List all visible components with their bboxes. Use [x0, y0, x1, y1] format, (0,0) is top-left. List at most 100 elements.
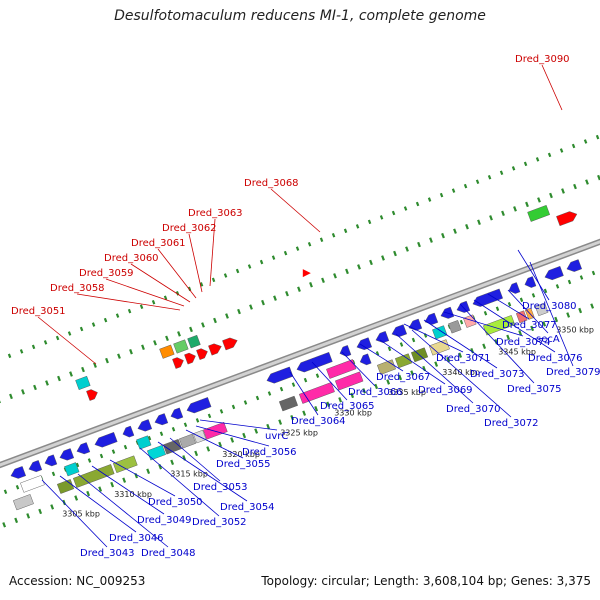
gene-feature[interactable]	[136, 435, 152, 450]
gene-feature[interactable]	[222, 336, 239, 351]
gene-feature[interactable]	[208, 342, 223, 356]
gene-feature[interactable]	[265, 366, 294, 385]
gene-feature[interactable]	[75, 442, 91, 456]
strand-dot	[285, 290, 289, 297]
strand-dot	[69, 371, 73, 377]
gene-feature[interactable]	[407, 318, 423, 333]
gene-feature[interactable]	[334, 371, 364, 391]
gene-feature[interactable]	[439, 306, 455, 321]
strand-dot	[403, 206, 408, 211]
leader-line	[529, 261, 574, 367]
strand-dot	[129, 348, 133, 355]
gene-feature[interactable]	[58, 448, 75, 462]
strand-dot	[381, 255, 385, 261]
leader-line	[209, 218, 216, 287]
gene-feature[interactable]	[298, 382, 335, 404]
gene-feature[interactable]	[196, 347, 209, 360]
gene-feature[interactable]	[202, 422, 228, 440]
strand-dot	[243, 400, 248, 405]
gene-feature[interactable]	[295, 352, 333, 374]
gene-feature[interactable]	[338, 345, 352, 358]
gene-feature[interactable]	[93, 432, 118, 449]
gene-feature[interactable]	[326, 359, 357, 379]
genome-backbone	[0, 238, 600, 469]
strand-dot	[31, 344, 36, 350]
strand-dot	[571, 143, 576, 149]
gene-feature[interactable]	[9, 466, 27, 480]
gene-feature[interactable]	[507, 282, 521, 295]
strand-dot	[507, 302, 512, 307]
gene-feature[interactable]	[153, 413, 169, 427]
gene-feature[interactable]	[159, 344, 175, 359]
gene-feature[interactable]	[20, 475, 45, 493]
gene-feature[interactable]	[12, 494, 34, 511]
bottom-gene-label: Dred_3064	[291, 416, 346, 427]
gene-feature[interactable]	[43, 454, 58, 468]
gene-feature[interactable]	[448, 320, 462, 334]
gene-feature[interactable]	[358, 353, 372, 367]
strand-dot	[67, 331, 72, 336]
gene-feature[interactable]	[173, 339, 189, 354]
gene-feature[interactable]	[187, 334, 201, 349]
strand-dot	[362, 388, 367, 394]
gene-feature[interactable]	[471, 288, 503, 309]
gene-feature[interactable]	[423, 312, 439, 327]
gene-feature[interactable]	[178, 433, 197, 449]
strand-dot	[290, 414, 295, 421]
strand-dot	[566, 312, 571, 318]
strand-dot	[411, 337, 416, 343]
gene-feature[interactable]	[64, 462, 80, 477]
gene-feature[interactable]	[121, 425, 135, 439]
gene-feature[interactable]	[72, 464, 115, 488]
gene-feature[interactable]	[515, 310, 528, 324]
strand-dot	[206, 446, 211, 452]
gene-feature[interactable]	[534, 302, 549, 317]
gene-feature[interactable]	[184, 351, 197, 365]
strand-dot	[111, 449, 116, 454]
strand-dot	[555, 284, 560, 289]
gene-feature[interactable]	[169, 407, 184, 421]
gene-feature[interactable]	[75, 375, 91, 390]
strand-dot	[367, 219, 372, 225]
gene-feature[interactable]	[86, 388, 99, 401]
strand-dot	[98, 486, 103, 492]
gene-feature[interactable]	[432, 325, 448, 340]
gene-feature[interactable]	[374, 330, 390, 345]
strand-dot	[429, 237, 433, 243]
strand-dot	[554, 316, 559, 323]
gene-feature[interactable]	[565, 259, 583, 273]
map-title: Desulfotomaculum reducens MI-1, complete…	[114, 8, 486, 24]
strand-dot	[559, 148, 564, 153]
gene-feature[interactable]	[27, 460, 43, 474]
gene-feature[interactable]	[543, 266, 564, 282]
gene-feature[interactable]	[482, 315, 516, 336]
gene-feature[interactable]	[185, 397, 212, 415]
gene-feature[interactable]	[56, 479, 75, 494]
gene-feature[interactable]	[394, 353, 413, 369]
strand-dot	[410, 370, 415, 376]
gene-feature[interactable]	[523, 276, 537, 290]
strand-dot	[182, 455, 187, 461]
strand-dot	[302, 410, 307, 416]
strand-dot	[271, 255, 276, 260]
gene-feature[interactable]	[172, 356, 185, 369]
gene-feature[interactable]	[112, 455, 138, 474]
strand-dot	[333, 273, 337, 279]
strand-dot	[537, 197, 541, 203]
tick-label: 3345 kbp	[498, 347, 536, 356]
gene-feature[interactable]	[146, 444, 166, 461]
strand-dot	[375, 351, 380, 356]
gene-feature[interactable]	[527, 204, 551, 222]
strand-dot	[355, 224, 360, 229]
bottom-gene-label: Dred_3049	[137, 515, 192, 526]
gene-feature[interactable]	[355, 337, 373, 352]
strand-dot	[163, 295, 168, 301]
gene-feature[interactable]	[278, 395, 298, 412]
gene-feature[interactable]	[556, 209, 578, 227]
leader-line	[130, 263, 191, 303]
gene-feature[interactable]	[136, 419, 153, 433]
strand-dot	[434, 361, 439, 367]
strand-dot	[423, 333, 428, 338]
leader-line	[188, 233, 203, 293]
